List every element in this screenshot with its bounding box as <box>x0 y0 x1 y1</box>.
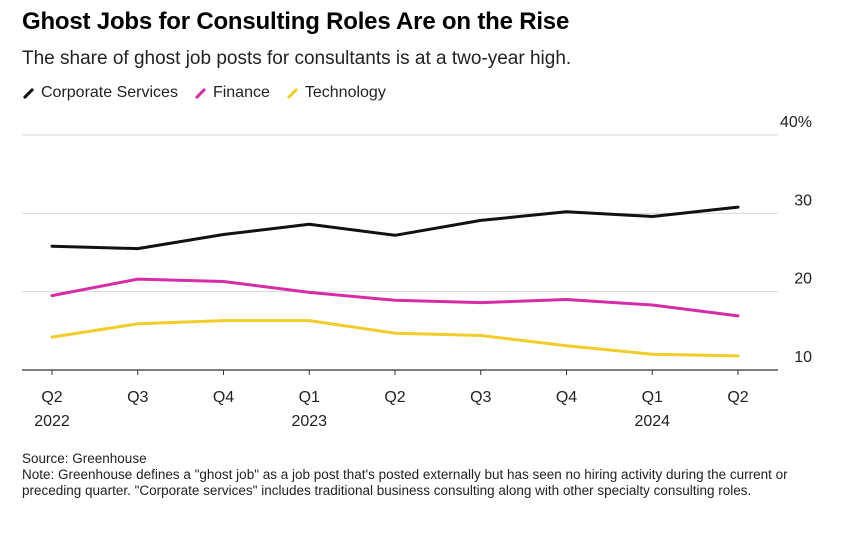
x-year-label: 2022 <box>34 413 70 430</box>
y-tick-label: 40% <box>780 114 812 131</box>
x-tick-label: Q4 <box>556 389 577 406</box>
x-tick-label: Q3 <box>127 389 148 406</box>
x-tick-label: Q2 <box>727 389 748 406</box>
x-year-label: 2024 <box>634 413 670 430</box>
y-tick-label: 10 <box>794 349 812 366</box>
y-tick-label: 30 <box>794 192 812 209</box>
y-tick-label: 20 <box>794 271 812 288</box>
x-tick-label: Q4 <box>213 389 234 406</box>
x-year-label: 2023 <box>291 413 327 430</box>
x-tick-label: Q3 <box>470 389 491 406</box>
source-note: Source: Greenhouse <box>22 451 832 467</box>
x-tick-label: Q1 <box>642 389 663 406</box>
footer: Source: Greenhouse Note: Greenhouse defi… <box>22 451 832 499</box>
x-tick-label: Q2 <box>41 389 62 406</box>
series-line-technology <box>52 321 738 356</box>
footnote: Note: Greenhouse defines a "ghost job" a… <box>22 467 832 499</box>
series-line-finance <box>52 279 738 316</box>
x-tick-label: Q2 <box>384 389 405 406</box>
x-tick-label: Q1 <box>299 389 320 406</box>
